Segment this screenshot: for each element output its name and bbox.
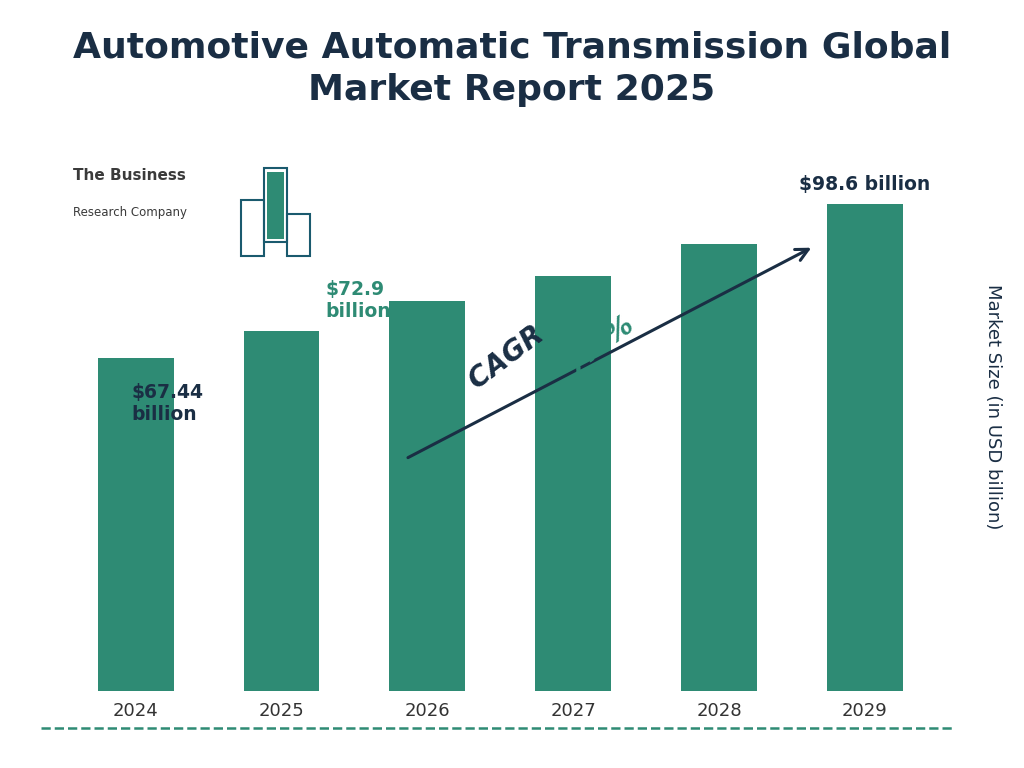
Bar [536,276,611,691]
Bar [267,172,285,240]
Bar [827,204,903,691]
Text: $72.9
billion: $72.9 billion [326,280,391,321]
Text: 7.8%: 7.8% [561,309,640,377]
Text: $98.6 billion: $98.6 billion [799,175,931,194]
Text: CAGR: CAGR [464,315,557,395]
Bar [242,200,264,257]
Bar [98,358,174,691]
Bar [264,168,287,242]
Text: Automotive Automatic Transmission Global
Market Report 2025: Automotive Automatic Transmission Global… [73,31,951,107]
Text: Research Company: Research Company [73,207,186,220]
Bar [389,301,465,691]
Text: $67.44
billion: $67.44 billion [131,382,204,424]
Bar [287,214,310,257]
Bar [244,331,319,691]
Bar [681,244,757,691]
Text: The Business: The Business [73,167,185,183]
Text: Market Size (in USD billion): Market Size (in USD billion) [984,284,1002,530]
